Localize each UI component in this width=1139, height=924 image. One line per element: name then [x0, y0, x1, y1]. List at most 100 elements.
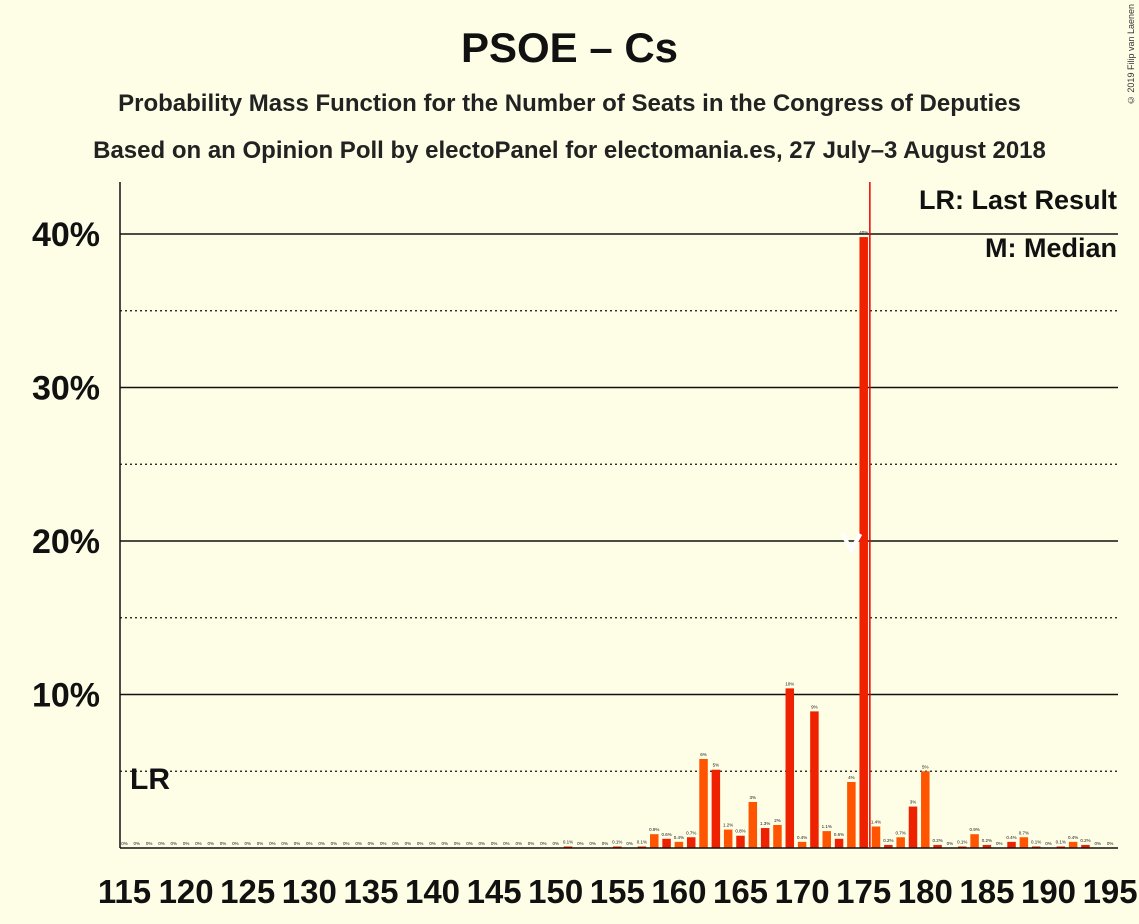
bar: [637, 846, 647, 848]
bar-value-label: 0.2%: [1080, 838, 1090, 843]
y-tick-label: 40%: [32, 216, 100, 254]
bar-value-label: 0%: [171, 841, 178, 846]
bar-value-label: 0%: [257, 841, 264, 846]
bar-value-label: 0%: [454, 841, 461, 846]
legend-last-result: LR: Last Result: [919, 185, 1117, 215]
bar-value-label: 4%: [848, 775, 855, 780]
bar-value-label: 0%: [121, 841, 128, 846]
bar-value-label: 0%: [380, 841, 387, 846]
bar-value-label: 0%: [429, 841, 436, 846]
bar-value-label: 0.7%: [686, 830, 696, 835]
bar: [834, 838, 844, 848]
chart-source-line: Based on an Opinion Poll by electoPanel …: [93, 137, 1046, 164]
bar-series: [563, 237, 1090, 848]
bar-value-label: 0.4%: [674, 835, 684, 840]
bar-value-label: 3%: [750, 795, 757, 800]
bar: [1081, 844, 1090, 848]
bar-value-label: 0.2%: [883, 838, 893, 843]
x-tick-label: 195: [1083, 873, 1138, 910]
bar: [822, 831, 831, 848]
x-tick-label: 170: [775, 873, 830, 910]
bar: [748, 801, 758, 848]
bar-value-label: 0%: [281, 841, 288, 846]
bar-value-label: 0%: [405, 841, 412, 846]
bar-value-label: 0%: [158, 841, 165, 846]
bar-value-label: 9%: [811, 704, 818, 709]
bar-value-label: 0%: [552, 841, 559, 846]
bar-value-label: 0%: [269, 841, 276, 846]
y-tick-labels: 10% 20% 30% 40%: [32, 216, 100, 715]
bar-value-label: 0%: [244, 841, 251, 846]
bar: [650, 834, 659, 848]
bar: [958, 846, 967, 848]
y-tick-label: 30%: [32, 370, 100, 408]
legend-median: M: Median: [985, 233, 1117, 263]
bar-value-label: 0%: [392, 841, 399, 846]
bar-value-label: 40%: [859, 230, 868, 235]
bar-value-label: 0.1%: [612, 839, 622, 844]
median-marker: [840, 533, 863, 555]
last-result-marker-label: LR: [130, 763, 170, 796]
bar-value-label: 0%: [589, 841, 596, 846]
bar: [1056, 846, 1066, 848]
bar-value-label: 3%: [910, 800, 917, 805]
bar: [1007, 841, 1016, 848]
bar-value-label: 0.1%: [637, 839, 647, 844]
bar-value-label: 0.1%: [563, 839, 573, 844]
bar: [699, 758, 708, 848]
bar-value-label: 0%: [577, 841, 584, 846]
x-tick-label: 190: [1021, 873, 1076, 910]
bar-value-label: 0%: [368, 841, 375, 846]
bar-value-label: 0%: [355, 841, 362, 846]
bar-value-label: 0%: [515, 841, 522, 846]
markers: LR: [130, 182, 871, 848]
bar-value-label: 0%: [343, 841, 350, 846]
bar-value-label: 0%: [146, 841, 153, 846]
bar-value-label: 0%: [183, 841, 190, 846]
bar: [723, 829, 733, 848]
bar-value-label: 2%: [774, 818, 781, 823]
bar-value-label: 1.4%: [871, 820, 881, 825]
bar-value-label: 0.6%: [661, 832, 671, 837]
bar-value-label: 0%: [232, 841, 239, 846]
x-tick-label: 160: [651, 873, 706, 910]
bar-value-label: 0.1%: [957, 839, 967, 844]
grid-lines: [120, 233, 1118, 772]
x-tick-label: 135: [343, 873, 398, 910]
bar: [1068, 841, 1078, 848]
bar-value-label: 0.2%: [982, 838, 992, 843]
bar: [674, 841, 684, 848]
bar-value-label: 0%: [331, 841, 338, 846]
bar-value-label: 0%: [1095, 841, 1102, 846]
chart-title: PSOE – Cs: [460, 24, 679, 71]
bar: [736, 835, 745, 848]
x-tick-label: 130: [282, 873, 337, 910]
y-tick-label: 10%: [32, 677, 100, 715]
bar-value-label: 0%: [602, 841, 609, 846]
bar: [1019, 837, 1029, 848]
bar: [797, 841, 807, 848]
bar-value-label: 0.2%: [932, 838, 942, 843]
bar-value-label: 0.4%: [1006, 835, 1016, 840]
bar: [859, 237, 868, 848]
bar: [982, 844, 992, 848]
bar-value-label: 0%: [626, 841, 633, 846]
bar: [847, 781, 856, 848]
x-tick-label: 165: [713, 873, 768, 910]
x-tick-label: 145: [467, 873, 522, 910]
bar: [773, 824, 782, 848]
x-tick-labels: 115 120 125 130 135 140 145 150 155 160 165 170 175 1…: [98, 873, 1138, 910]
bar: [884, 844, 893, 848]
bar-value-label: 0.1%: [1056, 839, 1066, 844]
bar-value-label: 10%: [785, 681, 794, 686]
x-tick-label: 150: [528, 873, 583, 910]
bar-value-label: 6%: [700, 752, 707, 757]
x-tick-label: 125: [220, 873, 275, 910]
bar-value-label: 1.2%: [723, 823, 733, 828]
bar-value-label: 0%: [479, 841, 486, 846]
bar-value-label: 0.1%: [1031, 839, 1041, 844]
bar-value-label: 0%: [1107, 841, 1114, 846]
bar: [785, 688, 795, 848]
bar-value-label: 0.8%: [735, 829, 745, 834]
bar-value-label: 0%: [306, 841, 313, 846]
